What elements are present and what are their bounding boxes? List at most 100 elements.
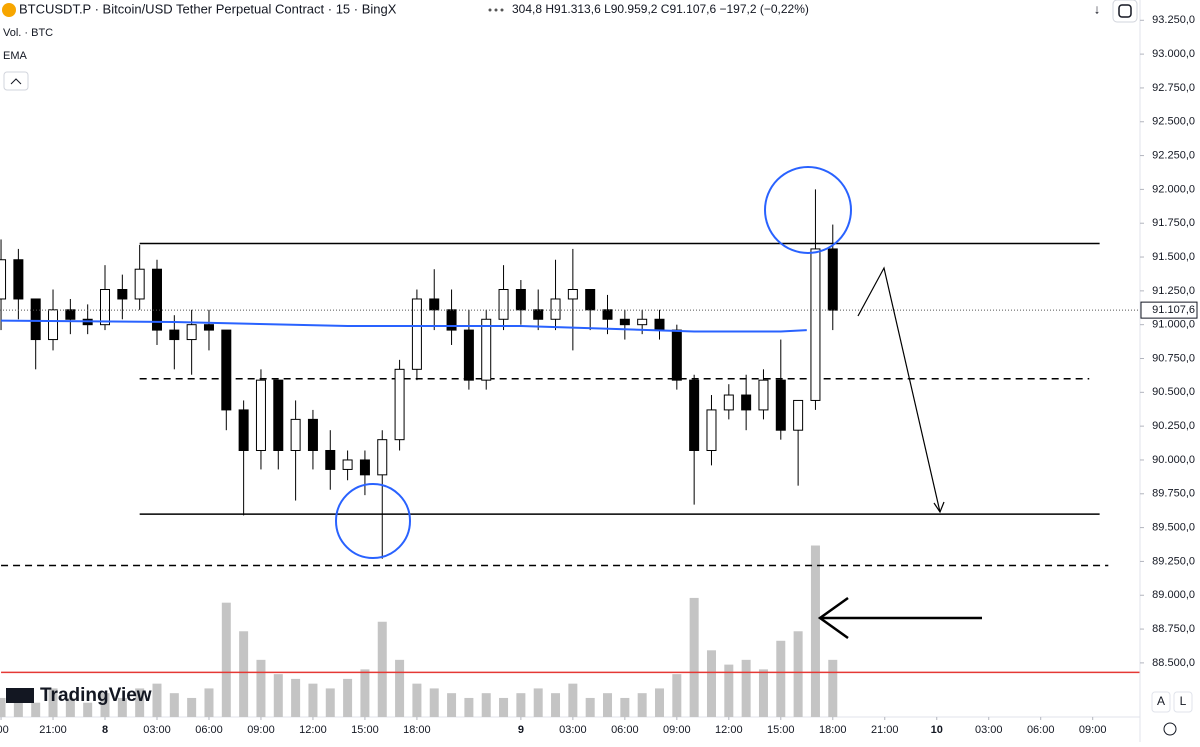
volume-bar xyxy=(603,693,613,717)
volume-bar xyxy=(221,602,231,717)
symbol-title[interactable]: BTCUSDT.P · Bitcoin/USD Tether Perpetual… xyxy=(19,1,397,16)
x-tick-label: 15:00 xyxy=(351,724,379,736)
volume-bar xyxy=(429,688,439,717)
y-tick-label: 91.500,0 xyxy=(1152,251,1195,263)
legend-ema[interactable]: EMA xyxy=(3,50,28,62)
volume-bar xyxy=(481,693,491,717)
volume-bar xyxy=(637,693,647,717)
y-tick-label: 90.000,0 xyxy=(1152,454,1195,466)
candle-body xyxy=(186,324,197,341)
settings-icon[interactable] xyxy=(1163,722,1177,736)
plot xyxy=(0,189,1140,717)
candle-body xyxy=(359,459,370,476)
last-price-box xyxy=(1140,301,1198,319)
candle-body xyxy=(221,329,232,411)
y-tick-label: 88.750,0 xyxy=(1152,623,1195,635)
volume-bar xyxy=(499,697,509,717)
last-price-label: 91.107,6 xyxy=(1152,304,1195,316)
volume-bar xyxy=(325,688,335,717)
candle-body xyxy=(585,289,596,311)
volume-bar xyxy=(0,697,6,717)
y-tick-label: 89.500,0 xyxy=(1152,522,1195,534)
x-tick-label: 10 xyxy=(931,724,943,736)
volume-bar xyxy=(810,545,820,717)
x-tick-label: 09:00 xyxy=(663,724,691,736)
x-tick-label: 03:00 xyxy=(143,724,171,736)
volume-bar xyxy=(689,597,699,717)
candle-body xyxy=(689,379,700,451)
x-tick-label: 9 xyxy=(518,724,524,736)
candle-body xyxy=(498,289,509,320)
candle-body xyxy=(758,379,769,411)
auto-label[interactable]: A xyxy=(1157,694,1165,708)
y-tick-label: 92.250,0 xyxy=(1152,149,1195,161)
candle-body xyxy=(706,409,717,451)
candle-body xyxy=(290,418,301,451)
ohlc-values: 304,8 H91.313,6 L90.959,2 C91.107,6 −197… xyxy=(512,2,809,16)
x-tick-label: 09:00 xyxy=(1079,724,1107,736)
y-tick-label: 88.500,0 xyxy=(1152,657,1195,669)
candle-body xyxy=(13,259,24,300)
volume-bar xyxy=(464,697,474,717)
y-tick-label: 92.500,0 xyxy=(1152,116,1195,128)
fullscreen-icon xyxy=(1118,4,1132,18)
volume-bar xyxy=(672,674,682,717)
candle-body xyxy=(307,418,318,451)
collapse-button[interactable] xyxy=(3,71,29,91)
y-tick-label: 93.000,0 xyxy=(1152,48,1195,60)
volume-bar xyxy=(360,669,370,717)
y-tick-label: 92.000,0 xyxy=(1152,183,1195,195)
candle-body xyxy=(637,318,648,326)
candle-body xyxy=(394,368,405,441)
candle-body xyxy=(775,379,786,431)
volume-bar xyxy=(100,693,110,717)
candle-body xyxy=(325,449,336,470)
y-tick-label: 91.750,0 xyxy=(1152,217,1195,229)
volume-bar xyxy=(412,683,422,717)
symbol-icon xyxy=(2,3,16,17)
x-tick-label: 09:00 xyxy=(247,724,275,736)
candle-body xyxy=(273,379,284,451)
volume-bar xyxy=(395,659,405,717)
down-icon: ↓ xyxy=(1094,1,1101,16)
candle-body xyxy=(446,309,457,331)
candle-body xyxy=(619,318,630,326)
candle-body xyxy=(481,318,492,381)
candle-body xyxy=(463,329,474,381)
y-tick-label: 89.750,0 xyxy=(1152,488,1195,500)
y-tick-label: 92.750,0 xyxy=(1152,82,1195,94)
x-tick-label: 06:00 xyxy=(195,724,223,736)
y-tick-label: 91.000,0 xyxy=(1152,319,1195,331)
log-label[interactable]: L xyxy=(1180,694,1187,708)
x-tick-label: 12:00 xyxy=(715,724,743,736)
x-tick-label: 21:00 xyxy=(39,724,67,736)
legend-volume[interactable]: Vol. · BTC xyxy=(3,27,53,39)
auto-button[interactable] xyxy=(1151,691,1171,713)
arrow-head xyxy=(933,501,945,514)
x-tick-label: 18:00 xyxy=(819,724,847,736)
volume-bar xyxy=(533,688,543,717)
volume-bar xyxy=(343,678,353,717)
x-tick-label: 06:00 xyxy=(1027,724,1055,736)
x-tick-label: 03:00 xyxy=(975,724,1003,736)
volume-bar xyxy=(187,697,197,717)
scroll-button[interactable] xyxy=(1086,0,1108,20)
volume-bar xyxy=(204,688,214,717)
y-tick-label: 90.250,0 xyxy=(1152,420,1195,432)
fullscreen-button[interactable] xyxy=(1112,0,1138,23)
candle-body xyxy=(429,298,440,311)
x-tick-label: 06:00 xyxy=(611,724,639,736)
candle-body xyxy=(255,379,266,451)
y-tick-label: 90.500,0 xyxy=(1152,386,1195,398)
candle-body xyxy=(793,399,804,431)
x-tick-label: 15:00 xyxy=(767,724,795,736)
arrow-head xyxy=(817,596,849,640)
x-tick-label: :00 xyxy=(0,724,9,736)
volume-bar xyxy=(65,697,75,717)
y-tick-label: 91.250,0 xyxy=(1152,285,1195,297)
candle-body xyxy=(810,248,821,401)
volume-bar xyxy=(551,693,561,717)
volume-bar xyxy=(135,688,145,717)
log-button[interactable] xyxy=(1173,691,1193,713)
